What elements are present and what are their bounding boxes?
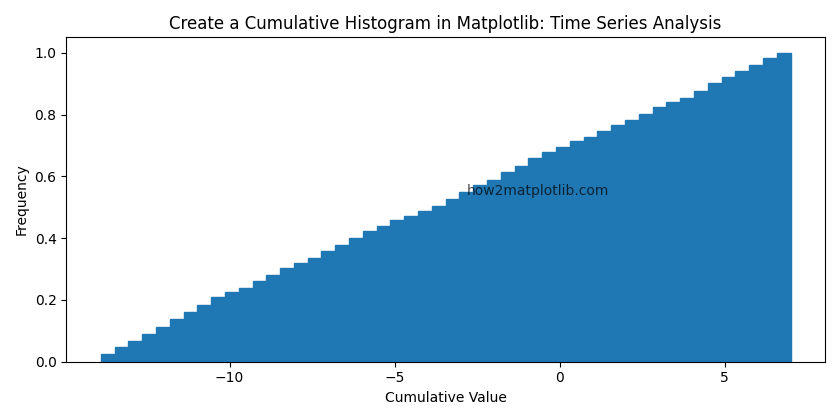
- Bar: [459, 192, 473, 362]
- Y-axis label: Frequency: Frequency: [15, 164, 29, 235]
- Bar: [749, 65, 763, 362]
- Bar: [542, 152, 556, 362]
- Bar: [391, 220, 404, 362]
- Bar: [735, 71, 749, 362]
- Bar: [183, 312, 197, 362]
- Bar: [170, 319, 183, 362]
- Bar: [584, 136, 597, 362]
- Bar: [307, 257, 322, 362]
- Bar: [211, 297, 225, 362]
- Bar: [777, 53, 790, 362]
- Bar: [101, 354, 114, 362]
- Bar: [253, 281, 266, 362]
- Bar: [556, 147, 570, 362]
- Bar: [501, 172, 515, 362]
- Bar: [280, 268, 294, 362]
- Bar: [142, 334, 156, 362]
- Bar: [528, 158, 542, 362]
- Bar: [294, 262, 307, 362]
- Bar: [197, 304, 211, 362]
- Bar: [653, 107, 666, 362]
- Bar: [722, 77, 735, 362]
- Bar: [129, 341, 142, 362]
- Text: how2matplotlib.com: how2matplotlib.com: [467, 184, 610, 198]
- X-axis label: Cumulative Value: Cumulative Value: [385, 391, 507, 405]
- Bar: [418, 211, 432, 362]
- Bar: [349, 238, 363, 362]
- Bar: [473, 185, 487, 362]
- Bar: [612, 125, 625, 362]
- Bar: [322, 251, 335, 362]
- Bar: [114, 347, 129, 362]
- Bar: [625, 120, 638, 362]
- Bar: [156, 326, 170, 362]
- Bar: [446, 199, 459, 362]
- Bar: [432, 206, 446, 362]
- Bar: [239, 288, 253, 362]
- Bar: [404, 215, 418, 362]
- Bar: [487, 180, 501, 362]
- Bar: [708, 83, 722, 362]
- Bar: [597, 131, 612, 362]
- Bar: [694, 91, 708, 362]
- Bar: [335, 244, 349, 362]
- Bar: [763, 58, 777, 362]
- Bar: [680, 98, 694, 362]
- Bar: [570, 142, 584, 362]
- Bar: [376, 226, 391, 362]
- Bar: [266, 275, 280, 362]
- Title: Create a Cumulative Histogram in Matplotlib: Time Series Analysis: Create a Cumulative Histogram in Matplot…: [170, 15, 722, 33]
- Bar: [363, 231, 376, 362]
- Bar: [225, 292, 239, 362]
- Bar: [515, 165, 528, 362]
- Bar: [638, 114, 653, 362]
- Bar: [666, 102, 680, 362]
